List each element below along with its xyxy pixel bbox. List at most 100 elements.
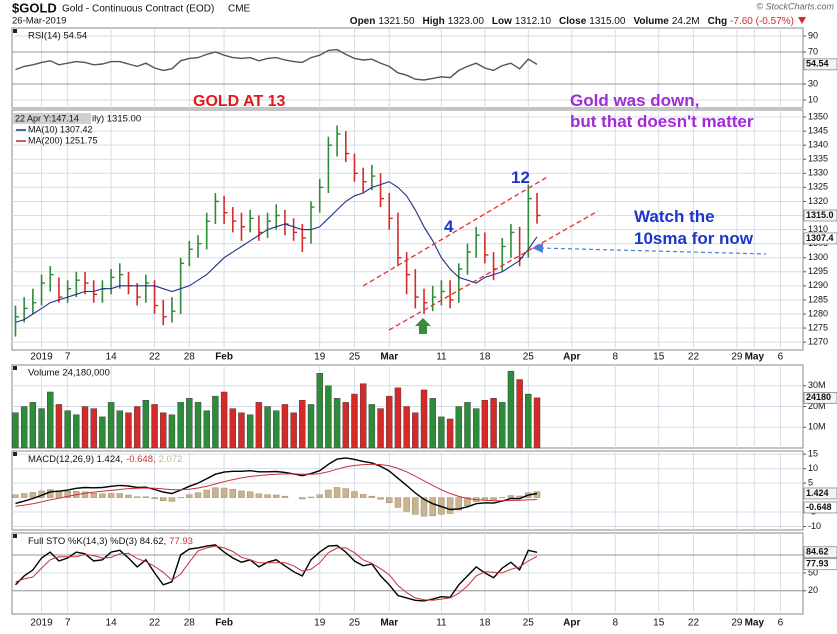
field-value: 1315.00 — [589, 16, 626, 27]
value-label: 1307.4 — [806, 233, 834, 243]
bar — [246, 414, 254, 449]
y-tick-label: 5 — [808, 477, 813, 487]
histogram-bar — [238, 490, 245, 498]
bar — [316, 373, 323, 449]
channel-lower — [388, 210, 599, 331]
annotation: 12 — [511, 168, 530, 187]
x-tick-label: 28 — [184, 618, 196, 629]
x-tick-label: Feb — [215, 352, 233, 363]
histogram-bar — [342, 488, 349, 498]
bar — [133, 406, 141, 449]
histogram-bar — [220, 487, 228, 498]
line — [15, 181, 538, 323]
bar — [160, 412, 167, 449]
bar — [499, 402, 506, 449]
bar — [107, 402, 115, 449]
bar — [29, 402, 37, 449]
histogram-bar — [160, 497, 167, 501]
x-tick-label: 11 — [436, 618, 447, 629]
bar — [73, 414, 80, 449]
y-tick-label: 1310 — [808, 224, 828, 234]
title-part: 2.072 — [159, 454, 183, 465]
histogram-bar — [377, 497, 384, 500]
bar — [490, 398, 497, 449]
x-tick-label: 7 — [65, 352, 71, 363]
x-tick-label: 6 — [778, 618, 784, 629]
y-tick-label: 1325 — [808, 182, 828, 192]
bar — [238, 412, 245, 449]
histogram-bar — [47, 489, 54, 498]
bar — [273, 410, 280, 449]
bar — [325, 385, 332, 449]
bar — [177, 402, 184, 449]
bar — [264, 406, 271, 449]
value-box — [803, 392, 837, 404]
panel — [11, 532, 804, 615]
y-tick-label: 30 — [808, 78, 818, 88]
bar — [125, 412, 132, 449]
histogram-bar — [229, 488, 236, 498]
histogram-bar — [29, 492, 37, 498]
annotation: Gold was down, — [570, 91, 699, 110]
title-part: MACD(12,26,9) 1.424, — [28, 454, 123, 465]
field-label: Close — [559, 16, 587, 27]
value-box — [803, 487, 837, 500]
bar — [455, 406, 462, 449]
bar — [394, 387, 402, 449]
histogram-bar — [12, 494, 19, 498]
bar — [342, 402, 349, 449]
x-tick-label: 15 — [653, 618, 665, 629]
title-bg — [13, 366, 17, 370]
line — [15, 463, 538, 507]
field-value: 24.2M — [672, 16, 700, 27]
x-tick-label: Feb — [215, 618, 233, 629]
annotation: GOLD AT 13 — [193, 93, 286, 110]
histogram-bar — [281, 495, 289, 498]
histogram-bar — [133, 496, 141, 498]
x-tick-label: May — [745, 352, 765, 363]
histogram-bar — [333, 487, 341, 498]
line — [14, 544, 538, 602]
histogram-bar — [299, 497, 306, 500]
bar — [403, 406, 410, 449]
y-tick-label: 10 — [808, 94, 818, 104]
field-value: 1312.10 — [515, 16, 552, 27]
annotation: 4 — [444, 217, 454, 236]
annotation: but that doesn't matter — [570, 112, 754, 131]
x-tick-label: 25 — [349, 352, 361, 363]
y-tick-label: 1290 — [808, 280, 828, 290]
y-tick-label: 15 — [808, 449, 818, 459]
bar — [81, 406, 89, 449]
y-tick-label: 1270 — [808, 336, 828, 346]
histogram-bar — [507, 495, 515, 498]
histogram-bar — [125, 494, 132, 498]
histogram-bar — [359, 494, 367, 498]
quote-fields: Open 1321.50 High 1323.00 Low 1312.10 Close 131… — [350, 16, 794, 27]
histogram-bar — [394, 497, 402, 508]
bar — [38, 408, 45, 449]
annotation: 10sma for now — [634, 229, 754, 248]
y-tick-label: 50 — [808, 567, 818, 577]
histogram-bar — [420, 497, 428, 517]
bar — [229, 408, 236, 449]
x-tick-label: 28 — [184, 352, 196, 363]
panel-title: Volume 24,180,000 — [28, 368, 110, 379]
histogram-bar — [116, 493, 123, 498]
y-tick-label: 1300 — [808, 252, 828, 262]
value-box — [803, 209, 837, 222]
line — [15, 545, 538, 601]
y-tick-label: 1350 — [808, 111, 828, 121]
histogram-bar — [429, 497, 436, 517]
value-label: -0.648 — [806, 502, 832, 512]
x-tick-label: Mar — [380, 618, 398, 629]
histogram-bar — [368, 495, 376, 498]
y-tick-label: 1275 — [808, 322, 828, 332]
tooltip-box — [13, 113, 91, 124]
x-tick-label: 7 — [65, 618, 71, 629]
bar — [90, 408, 97, 449]
histogram-bar — [490, 497, 497, 501]
histogram-bar — [273, 494, 280, 498]
field-value: 1323.00 — [448, 16, 485, 27]
x-tick-label: 11 — [436, 352, 447, 363]
